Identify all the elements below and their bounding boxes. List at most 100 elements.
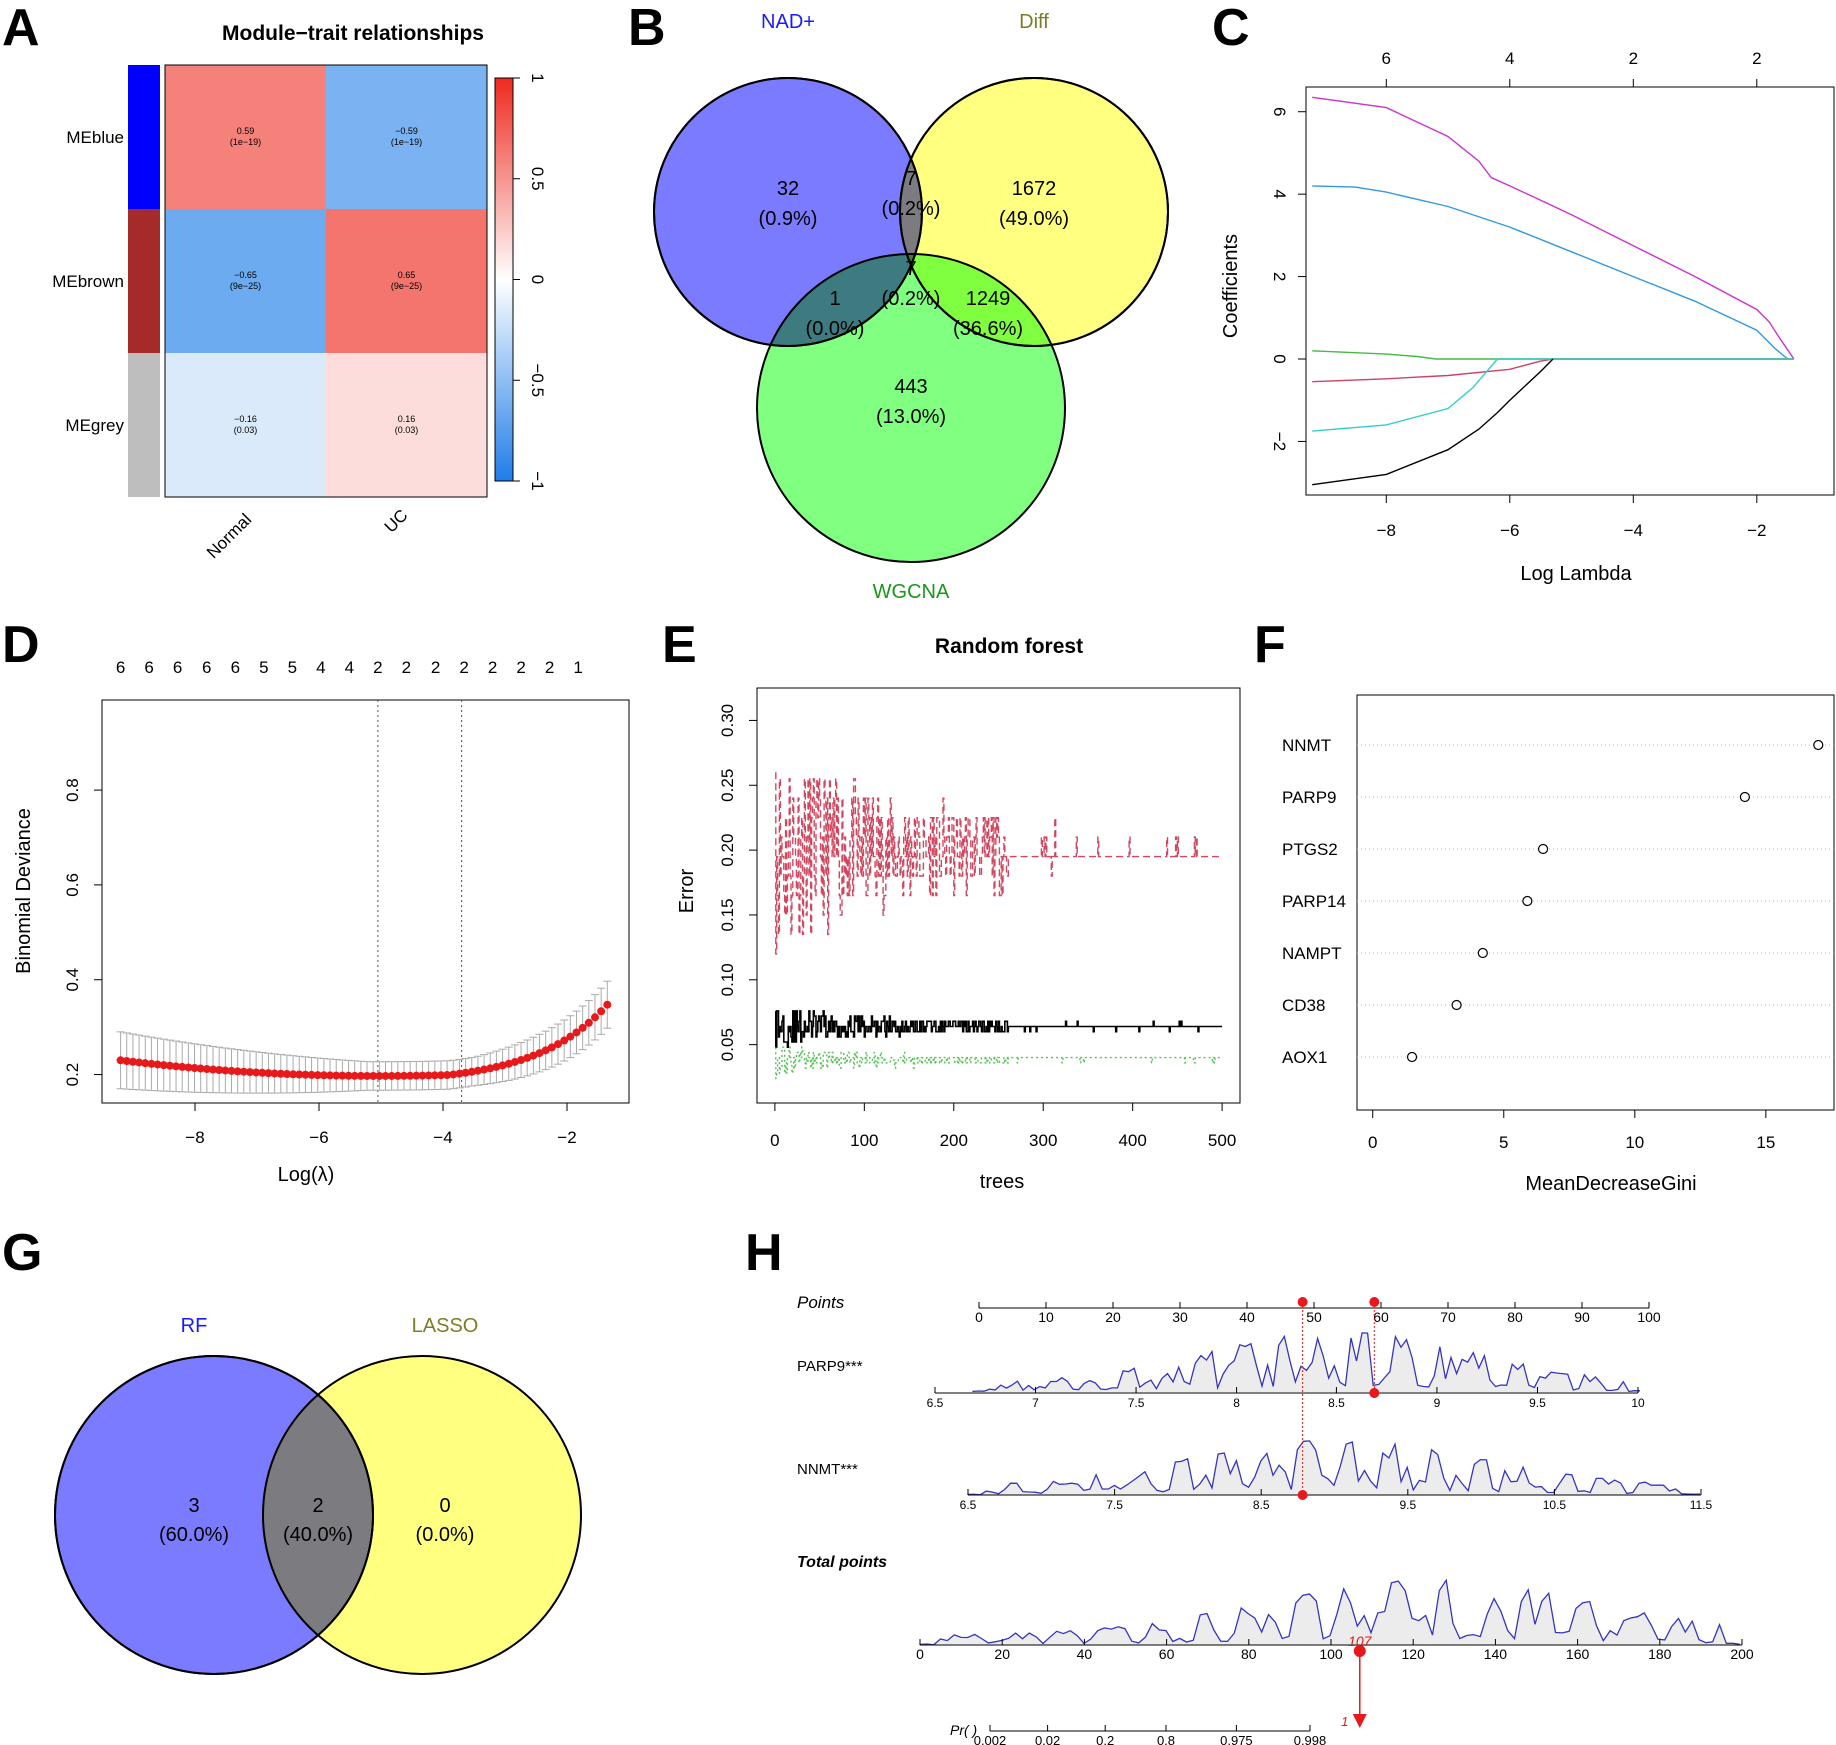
top-tick-label: 2 <box>1752 49 1761 68</box>
x-axis-label: trees <box>980 1171 1024 1193</box>
nomogram-tick-label: 10 <box>1038 1309 1054 1325</box>
deviance-point <box>264 1069 273 1078</box>
venn-region-count: 1 <box>829 288 840 310</box>
deviance-point <box>375 1071 384 1080</box>
panel-e-random-forest: Random forest trees Error 0 100 200 300 400 5… <box>676 635 1241 1193</box>
density-curve <box>967 1440 1701 1496</box>
deviance-point <box>338 1071 347 1080</box>
parp9-marker <box>1369 1388 1380 1398</box>
x-tick-label: 300 <box>1029 1131 1057 1150</box>
heatmap-cell-pvalue: (9e−25) <box>230 281 261 291</box>
gini-point <box>1451 999 1462 1011</box>
nomogram-tick-label: 0.02 <box>1035 1733 1060 1745</box>
deviance-point <box>319 1071 328 1080</box>
y-tick-label: 0.05 <box>718 1028 737 1061</box>
gene-label: NNMT <box>1282 736 1331 755</box>
deviance-point <box>523 1053 532 1062</box>
density-curve <box>919 1578 1741 1646</box>
top-count-label: 4 <box>316 658 325 677</box>
top-tick-label: 2 <box>1629 49 1638 68</box>
heatmap-cell-pvalue: (1e−19) <box>391 137 422 147</box>
top-count-label: 6 <box>144 658 153 677</box>
nomogram-tick-label: 0.8 <box>1157 1733 1175 1745</box>
y-tick-label: 0.10 <box>718 963 737 996</box>
coefficient-path-blue <box>1312 185 1789 360</box>
heatmap-cell-value: 0.65 <box>398 270 416 280</box>
deviance-point <box>135 1058 144 1067</box>
y-tick-label: 6 <box>1270 107 1289 116</box>
nomogram-tick-label: 8.5 <box>1328 1396 1345 1410</box>
gini-point <box>1477 947 1488 959</box>
deviance-point <box>480 1065 489 1074</box>
venn-set-label: WGCNA <box>873 581 950 603</box>
heatmap-cell-pvalue: (0.03) <box>395 425 419 435</box>
deviance-point <box>492 1062 501 1071</box>
deviance-point <box>165 1061 174 1070</box>
top-tick-label: 4 <box>1505 49 1514 68</box>
nomogram-tick-label: 9.5 <box>1529 1396 1546 1410</box>
panel-label-h: H <box>745 1224 783 1282</box>
nomogram-row-label: PARP9*** <box>797 1358 863 1375</box>
x-axis-label: Log(λ) <box>278 1164 335 1186</box>
deviance-point <box>159 1061 168 1070</box>
venn-region-pct: (36.6%) <box>953 318 1023 340</box>
nomogram-tick-label: 100 <box>1319 1646 1343 1662</box>
venn-region-pct: (13.0%) <box>876 406 946 428</box>
heatmap-cell <box>326 65 487 209</box>
deviance-point <box>332 1071 341 1080</box>
nomogram-tick-label: 0.2 <box>1096 1733 1114 1745</box>
venn-region-count: 443 <box>894 376 927 398</box>
panel-label-g: G <box>2 1224 42 1282</box>
deviance-point <box>461 1068 470 1077</box>
points-marker <box>1369 1297 1380 1307</box>
deviance-point <box>381 1071 390 1080</box>
deviance-point <box>326 1071 335 1080</box>
nnmt-marker <box>1297 1490 1308 1500</box>
nomogram-tick-label: 9 <box>1434 1396 1441 1410</box>
coefficient-path-pink <box>1312 358 1794 383</box>
top-count-label: 6 <box>202 658 211 677</box>
deviance-point <box>350 1071 359 1080</box>
top-count-label: 2 <box>488 658 497 677</box>
y-tick-label: 0.4 <box>63 968 82 992</box>
nomogram-tick-label: 40 <box>1239 1309 1255 1325</box>
heatmap-row-label: MEblue <box>66 128 124 147</box>
nomogram-tick-label: 0.998 <box>1294 1733 1327 1745</box>
nomogram-tick-label: 6.5 <box>960 1498 977 1512</box>
deviance-point <box>369 1071 378 1080</box>
nomogram-tick-label: 10.5 <box>1543 1498 1567 1512</box>
top-count-label: 5 <box>259 658 268 677</box>
deviance-point <box>406 1071 415 1080</box>
nomogram-tick-label: 70 <box>1440 1309 1456 1325</box>
deviance-point <box>116 1056 125 1065</box>
nomogram-tick-label: 8.5 <box>1253 1498 1270 1512</box>
x-tick-label: −6 <box>1500 521 1519 540</box>
colorbar-tick-label: −1 <box>528 471 547 490</box>
y-tick-label: 0 <box>1270 354 1289 363</box>
deviance-point <box>252 1068 261 1077</box>
x-tick-label: 10 <box>1625 1133 1644 1152</box>
x-tick-label: −2 <box>1747 521 1766 540</box>
deviance-point <box>122 1057 131 1066</box>
nomogram-tick-label: 80 <box>1507 1309 1523 1325</box>
nomogram-tick-label: 0.002 <box>974 1733 1007 1745</box>
deviance-point <box>467 1067 476 1076</box>
venn-region-count: 2 <box>312 1495 323 1517</box>
deviance-point <box>239 1067 248 1076</box>
nomogram-tick-label: 8 <box>1233 1396 1240 1410</box>
nomogram-tick-label: 7.5 <box>1128 1396 1145 1410</box>
venn-region-pct: (0.2%) <box>882 198 941 220</box>
panel-b-venn: NAD+ Diff WGCNA 32 (0.9%) 7 (0.2%) 1672 (49.0… <box>653 11 1169 603</box>
deviance-point <box>510 1057 519 1066</box>
heatmap-cell-value: −0.65 <box>234 270 257 280</box>
heatmap-cell-value: −0.16 <box>234 414 257 424</box>
gini-point <box>1813 739 1824 751</box>
panel-f-gini: MeanDecreaseGini 0 5 10 15 NNMT PARP9 PTGS2 PAR… <box>1282 694 1835 1195</box>
x-tick-label: 15 <box>1756 1133 1775 1152</box>
heatmap-cell-pvalue: (1e−19) <box>230 137 261 147</box>
nomogram-tick-label: 60 <box>1373 1309 1389 1325</box>
gene-label: PTGS2 <box>1282 840 1338 859</box>
rf-title: Random forest <box>935 635 1083 658</box>
venn-set-label: Diff <box>1019 11 1049 33</box>
y-tick-label: 0.30 <box>718 704 737 737</box>
